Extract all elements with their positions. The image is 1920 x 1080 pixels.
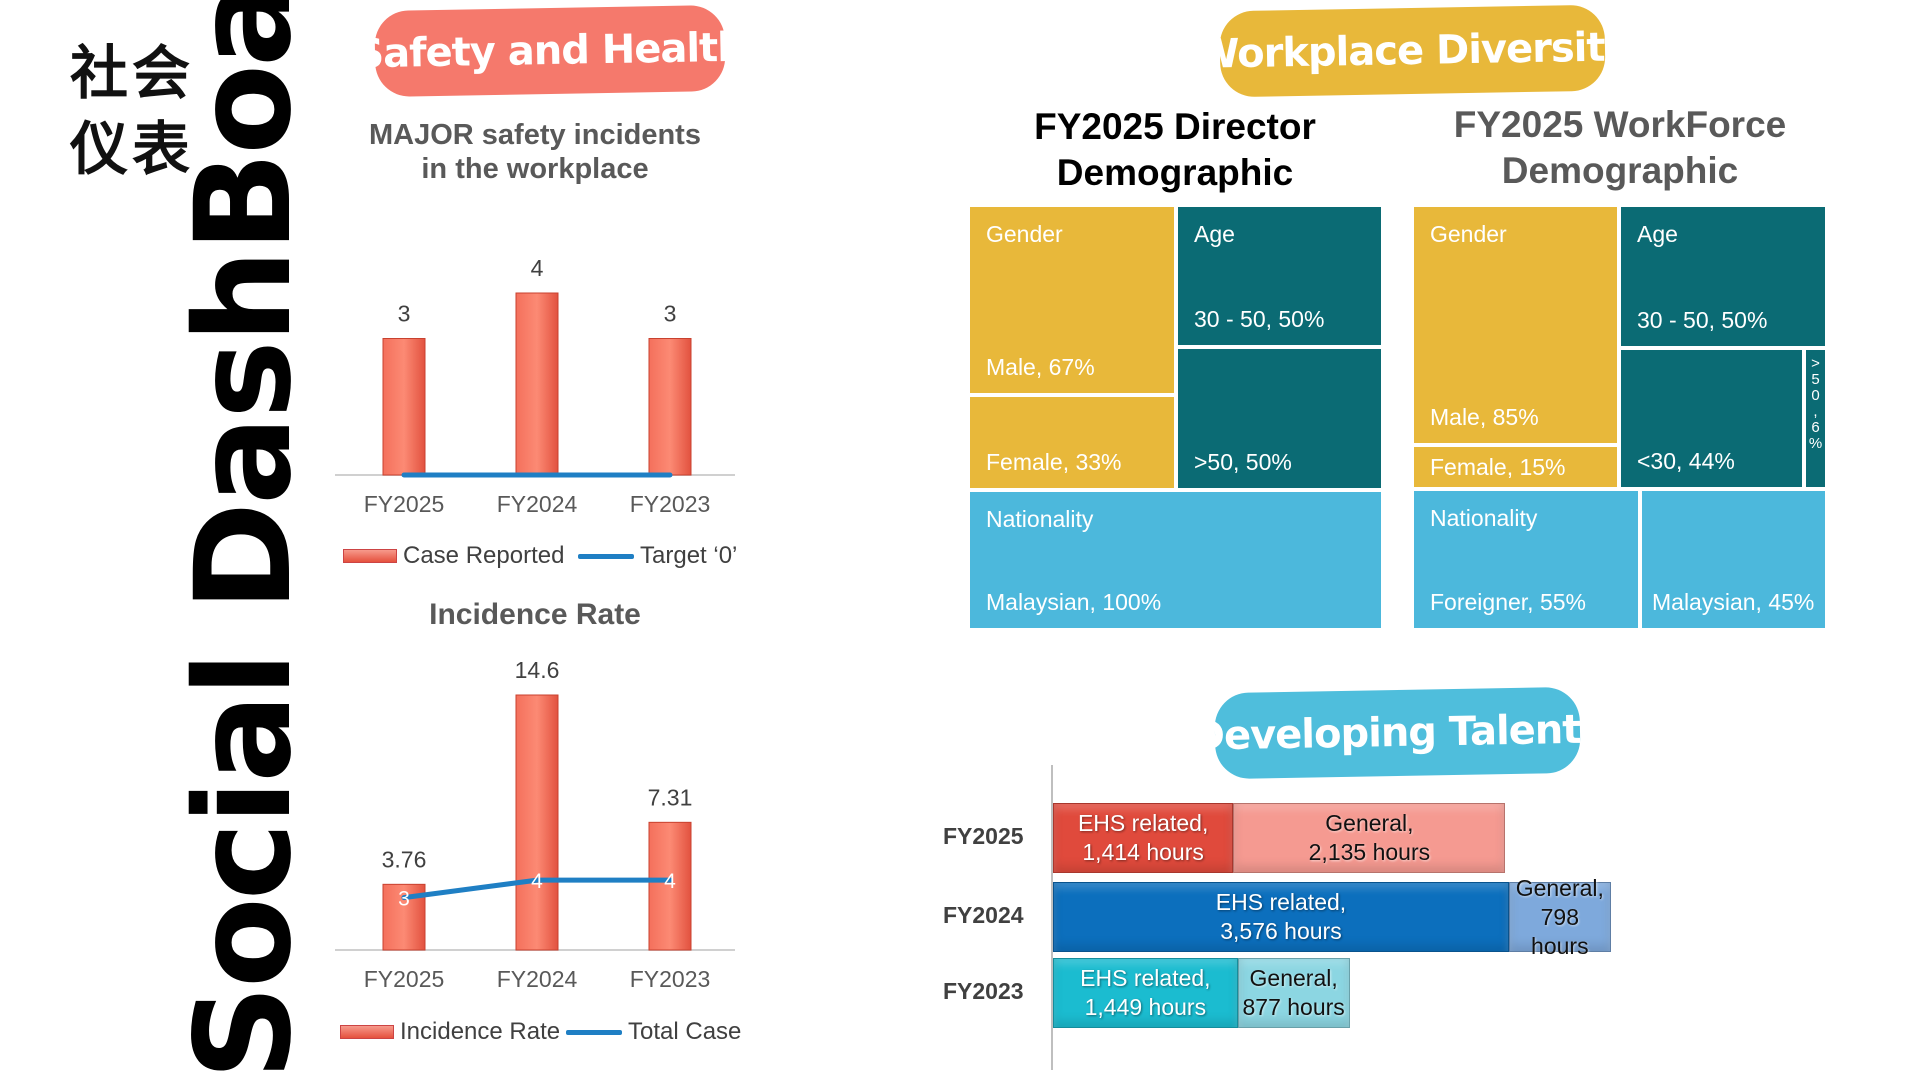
group-label: Nationality (1430, 505, 1538, 531)
chinese-title: 社会 仪表 (52, 35, 212, 187)
cell-label: Male, 85% (1430, 404, 1539, 430)
talents-segment: General, 877 hours (1237, 958, 1350, 1028)
bar-data-label: 14.6 (515, 657, 560, 683)
talents-segment-label: General, 798 hours (1515, 874, 1604, 959)
legend-label: Target ‘0’ (640, 542, 738, 569)
bar-data-label: 3 (398, 301, 411, 327)
incidence-rate-chart: 3.76 14.6 7.31 3 4 4 FY2025 FY2024 FY2023 (335, 657, 735, 992)
legend-total-case: Total Case (566, 1018, 741, 1046)
line-data-label: 4 (531, 870, 543, 893)
x-tick-label: FY2023 (630, 966, 711, 992)
talents-segment: EHS related, 1,449 hours (1053, 958, 1238, 1028)
talents-axis-line (1051, 765, 1053, 1070)
director-age-over-50: >50, 50% (1176, 347, 1383, 490)
bar-data-label: 3 (664, 301, 677, 327)
cell-label: Female, 33% (986, 449, 1122, 475)
group-label: Age (1194, 221, 1235, 247)
talents-segment-label: EHS related, 1,414 hours (1077, 810, 1209, 865)
group-label: Gender (1430, 221, 1507, 247)
director-demographic-title: FY2025 Director Demographic (1034, 106, 1316, 193)
director-age-30-50: Age 30 - 50, 50% (1176, 205, 1383, 347)
x-tick-label: FY2024 (497, 491, 578, 517)
series-line-chart-incidence (401, 877, 673, 901)
chinese-title-line-2: 仪表 (69, 115, 194, 183)
workforce-nationality-malaysian: Malaysian, 45% (1640, 489, 1827, 630)
x-tick-label: FY2023 (630, 491, 711, 517)
talents-row-label: FY2023 (943, 978, 1024, 1004)
cell-label: <30, 44% (1637, 448, 1735, 474)
group-label: Age (1637, 221, 1678, 247)
cell-label: Foreigner, 55% (1430, 589, 1586, 615)
cell-label: Male, 67% (986, 354, 1095, 380)
cell-label-vertical: >5 0, 6% (1808, 355, 1823, 452)
legend-incidence-rate: Incidence Rate (340, 1018, 560, 1046)
cell-label: Malaysian, 45% (1652, 589, 1815, 615)
talents-segment: General, 798 hours (1508, 875, 1611, 959)
director-gender-female: Female, 33% (968, 395, 1176, 490)
bar-data-label: 3.76 (382, 846, 427, 872)
talents-row-label: FY2025 (943, 823, 1024, 849)
safety-incidents-title: MAJOR safety incidents in the workplace (369, 119, 701, 185)
line-data-label: 4 (664, 870, 676, 893)
director-demographic-treemap: Gender Male, 67% Female, 33% Age 30 - 50… (968, 205, 1383, 630)
safety-health-heading: Safety and Health (355, 4, 745, 98)
cell-label: 30 - 50, 50% (1637, 307, 1768, 333)
director-nationality-malaysian: Nationality Malaysian, 100% (968, 490, 1383, 630)
vertical-dashboard-title: Social DashBoard (167, 0, 321, 1080)
legend-line-swatch (578, 553, 634, 559)
director-gender-male: Gender Male, 67% (968, 205, 1176, 395)
group-label: Gender (986, 221, 1063, 247)
workforce-age-30-50: Age 30 - 50, 50% (1619, 205, 1827, 348)
legend-case-reported: Case Reported (343, 542, 564, 570)
workforce-demographic-title: FY2025 WorkForce Demographic (1453, 104, 1787, 191)
legend-line-swatch (566, 1029, 622, 1035)
workforce-gender-female: Female, 15% (1412, 445, 1619, 489)
talents-segment: General, 2,135 hours (1233, 803, 1506, 873)
dashboard-title-block: 社会 仪表 Social DashBoard (28, 0, 321, 1080)
cell-label: Malaysian, 100% (986, 589, 1162, 615)
talents-segment-label: EHS related, 3,576 hours (1215, 889, 1347, 944)
talents-row-label: FY2024 (943, 902, 1024, 928)
bar-data-label: 7.31 (648, 784, 693, 810)
talents-segment-label: General, 2,135 hours (1308, 810, 1431, 865)
legend-target: Target ‘0’ (578, 542, 737, 570)
group-label: Nationality (986, 506, 1094, 532)
talents-segment: EHS related, 3,576 hours (1053, 882, 1509, 952)
x-tick-label: FY2025 (364, 491, 445, 517)
chinese-title-line-1: 社会 (69, 39, 194, 107)
cell-label: >50, 50% (1194, 449, 1292, 475)
bar-FY2025 (382, 338, 426, 476)
legend-bar-swatch (340, 1025, 394, 1039)
incidence-rate-title: Incidence Rate (429, 598, 641, 631)
bar-FY2023 (648, 821, 692, 951)
workforce-age-under-30: <30, 44% (1619, 348, 1804, 489)
talents-segment-label: EHS related, 1,449 hours (1080, 965, 1211, 1020)
cell-label: Female, 15% (1430, 454, 1566, 480)
legend-label: Incidence Rate (400, 1018, 561, 1045)
bar-FY2023 (648, 338, 692, 476)
x-tick-label: FY2025 (364, 966, 445, 992)
talents-segment: EHS related, 1,414 hours (1053, 803, 1234, 873)
talents-segment-label: General, 877 hours (1242, 965, 1345, 1020)
workplace-diversity-heading: Workplace Diversity (1195, 4, 1630, 98)
cell-label: 30 - 50, 50% (1194, 306, 1325, 332)
line-data-label: 3 (398, 888, 410, 911)
developing-talents-heading: Developing Talents (1191, 686, 1604, 780)
bar-FY2024 (515, 694, 559, 951)
bar-data-label: 4 (531, 255, 544, 281)
workforce-gender-male: Gender Male, 85% (1412, 205, 1619, 445)
workforce-demographic-treemap: Gender Male, 85% Female, 15% Age 30 - 50… (1412, 205, 1827, 630)
workforce-age-over-50: >5 0, 6% (1804, 348, 1827, 489)
legend-bar-swatch (343, 549, 397, 563)
workforce-nationality-foreigner: Nationality Foreigner, 55% (1412, 489, 1640, 630)
bar-FY2024 (515, 292, 559, 476)
safety-incidents-chart: 3 4 3 FY2025 FY2024 FY2023 (335, 255, 735, 517)
legend-label: Case Reported (403, 542, 565, 569)
x-tick-label: FY2024 (497, 966, 578, 992)
legend-label: Total Case (628, 1018, 742, 1045)
